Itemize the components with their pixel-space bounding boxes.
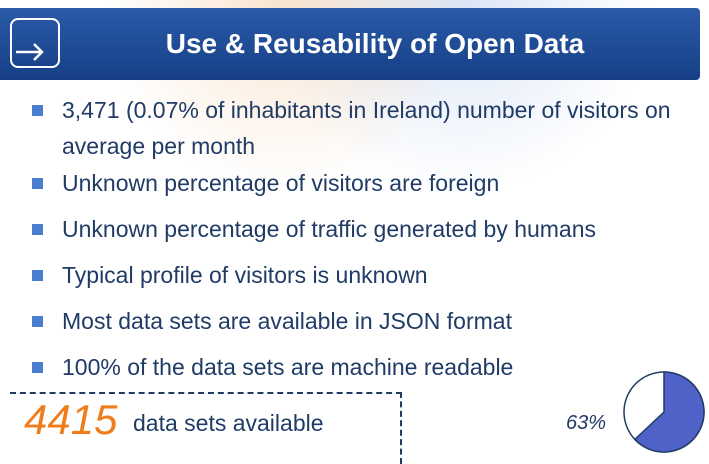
pie-slice <box>633 371 705 453</box>
exit-icon <box>10 18 60 68</box>
stat-number: 4415 <box>24 396 118 443</box>
bullet-text: Typical profile of visitors is unknown <box>62 262 428 288</box>
bullet-marker <box>32 178 43 189</box>
header-bar: Use & Reusability of Open Data <box>0 8 700 80</box>
bullet-marker <box>32 316 43 327</box>
pie-label: 63% <box>566 412 607 434</box>
bullet-text: Unknown percentage of visitors are forei… <box>62 170 500 196</box>
bullet-marker <box>32 362 43 373</box>
bullet-text: 3,471 (0.07% of inhabitants in Ireland) … <box>62 97 671 159</box>
bullet-marker <box>32 105 43 116</box>
bullet-text: 100% of the data sets are machine readab… <box>62 354 514 380</box>
bullet-text: Most data sets are available in JSON for… <box>62 308 512 334</box>
bullet-text: Unknown percentage of traffic generated … <box>62 216 597 242</box>
stat-text: data sets available <box>133 410 324 436</box>
arrow <box>16 43 44 61</box>
bullet-marker <box>32 270 43 281</box>
dashed-box <box>10 392 402 464</box>
bullet-marker <box>32 224 43 235</box>
title: Use & Reusability of Open Data <box>165 28 585 59</box>
pie-chart <box>623 371 705 453</box>
